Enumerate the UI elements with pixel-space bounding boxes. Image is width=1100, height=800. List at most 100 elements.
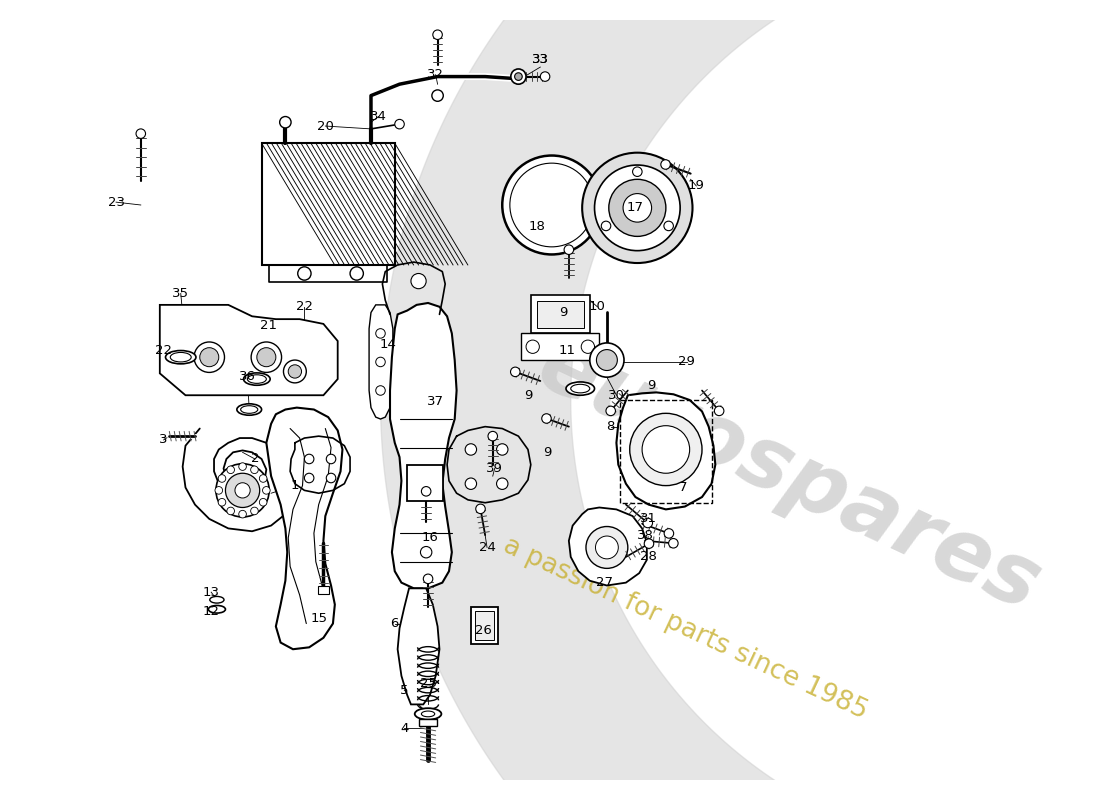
Text: 19: 19 [688,179,705,193]
Circle shape [629,414,702,486]
Text: 3: 3 [160,434,168,446]
Circle shape [298,267,311,280]
Circle shape [284,360,306,383]
Circle shape [594,165,680,250]
Circle shape [305,474,314,482]
Text: 36: 36 [239,370,256,382]
Polygon shape [381,0,988,800]
Text: 5: 5 [400,684,408,697]
Polygon shape [160,305,338,395]
Circle shape [540,72,550,82]
Ellipse shape [170,353,191,362]
Text: 39: 39 [486,462,503,475]
Ellipse shape [243,373,271,386]
Bar [537,301,584,328]
Text: 20: 20 [317,119,333,133]
Circle shape [503,155,602,254]
Circle shape [608,179,666,236]
Text: 33: 33 [531,53,549,66]
Polygon shape [370,305,393,419]
Circle shape [526,340,539,354]
Circle shape [606,406,616,416]
Circle shape [251,507,258,514]
Circle shape [251,342,282,373]
Circle shape [432,30,442,39]
Circle shape [136,129,145,138]
Circle shape [488,431,497,441]
Text: a passion for parts since 1985: a passion for parts since 1985 [498,532,871,724]
Text: 9: 9 [542,446,551,459]
Ellipse shape [248,374,266,383]
Circle shape [642,426,690,474]
Circle shape [669,538,678,548]
Circle shape [424,574,432,583]
Text: 23: 23 [108,196,124,209]
Circle shape [541,414,551,423]
Circle shape [350,267,363,280]
Text: 6: 6 [390,617,399,630]
Circle shape [420,546,432,558]
Circle shape [260,498,267,506]
Ellipse shape [415,708,441,720]
Bar [521,334,600,360]
Circle shape [602,221,610,230]
Circle shape [288,365,301,378]
Bar [407,465,443,501]
Text: 35: 35 [173,287,189,300]
Ellipse shape [165,350,196,364]
Ellipse shape [210,597,224,603]
Circle shape [510,367,520,377]
Bar [475,611,494,640]
Circle shape [623,194,651,222]
Circle shape [476,504,485,514]
Text: 29: 29 [679,355,695,369]
Circle shape [664,529,673,538]
Text: 38: 38 [637,529,653,542]
Text: 25: 25 [419,677,437,690]
Bar [471,607,497,643]
Circle shape [496,478,508,490]
Circle shape [661,160,670,170]
Text: 1: 1 [290,479,299,492]
Circle shape [395,119,405,129]
Circle shape [279,117,292,128]
Circle shape [200,348,219,366]
Text: 22: 22 [155,344,172,357]
Circle shape [194,342,224,373]
Circle shape [239,462,246,470]
Bar [620,400,712,502]
Text: 33: 33 [531,53,549,66]
Ellipse shape [208,606,226,613]
Ellipse shape [571,384,590,393]
Text: 21: 21 [260,319,277,332]
Text: 16: 16 [421,531,439,545]
Circle shape [515,73,522,80]
Ellipse shape [236,404,262,415]
Circle shape [645,539,653,548]
Circle shape [263,486,271,494]
Text: 9: 9 [524,389,532,402]
Text: 8: 8 [606,420,615,433]
Text: 18: 18 [529,220,546,234]
Circle shape [581,340,594,354]
Text: 31: 31 [640,513,657,526]
Circle shape [218,498,226,506]
Circle shape [421,486,431,496]
Circle shape [586,526,628,568]
Circle shape [216,464,270,517]
Circle shape [226,474,260,507]
Circle shape [714,406,724,416]
Text: 27: 27 [595,576,613,589]
Circle shape [305,454,314,464]
Circle shape [411,274,426,289]
Circle shape [432,90,443,102]
Circle shape [596,350,617,370]
Text: 9: 9 [559,306,568,319]
Text: 11: 11 [559,344,575,357]
Ellipse shape [566,382,594,395]
Text: 4: 4 [400,722,408,734]
Ellipse shape [241,406,257,414]
Text: 17: 17 [627,202,644,214]
Bar [262,143,395,265]
Text: 34: 34 [371,110,387,123]
